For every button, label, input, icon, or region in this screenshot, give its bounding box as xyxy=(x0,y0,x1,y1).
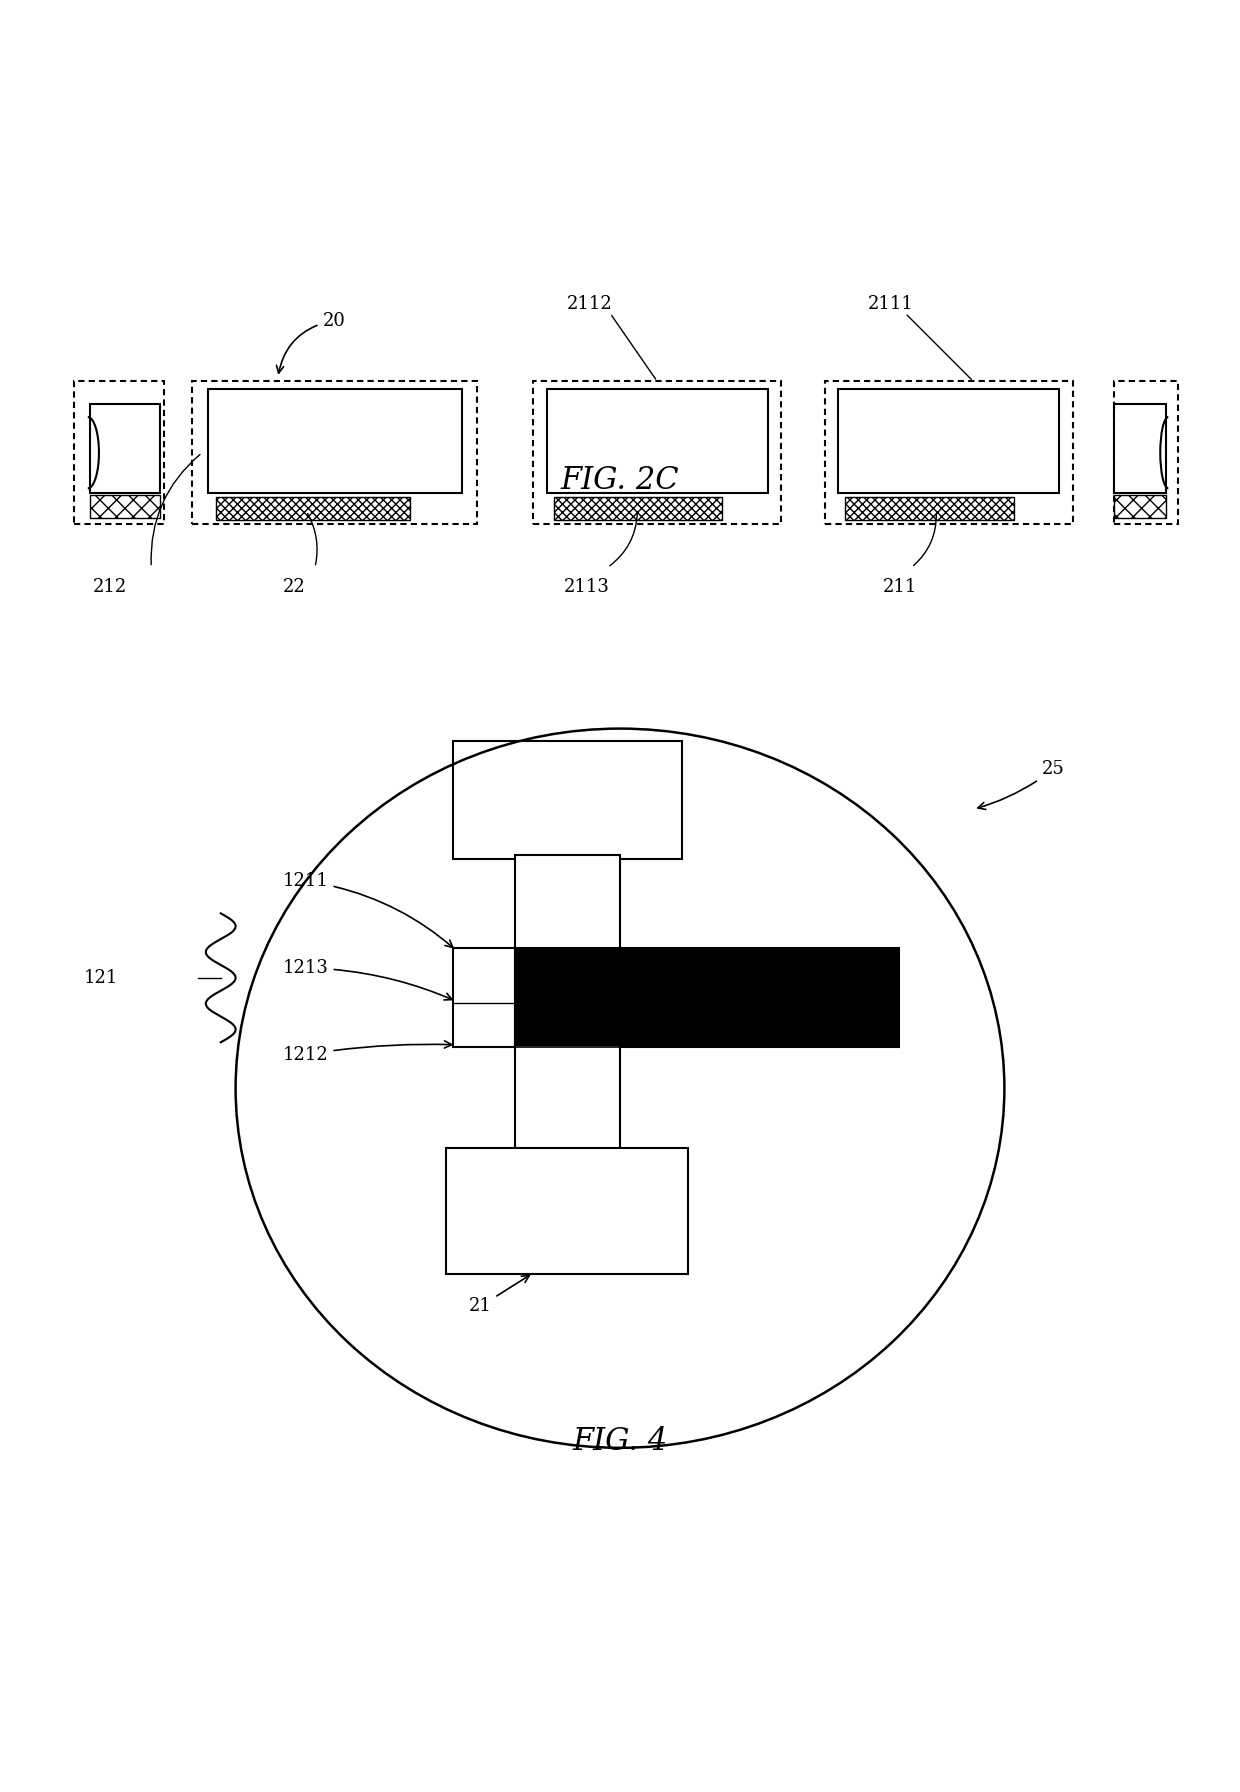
Text: 1212: 1212 xyxy=(283,1041,451,1064)
Bar xyxy=(192,382,477,523)
Bar xyxy=(553,496,722,520)
Bar xyxy=(91,495,160,518)
Text: 2111: 2111 xyxy=(868,296,914,314)
Text: 1213: 1213 xyxy=(283,959,453,1000)
Bar xyxy=(547,389,768,493)
Bar xyxy=(453,742,682,858)
Text: 25: 25 xyxy=(978,760,1064,810)
Text: 212: 212 xyxy=(93,579,128,597)
Text: 2113: 2113 xyxy=(564,579,610,597)
Bar xyxy=(216,496,409,520)
Text: FIG. 4: FIG. 4 xyxy=(573,1426,667,1457)
Bar xyxy=(208,389,461,493)
Text: 2112: 2112 xyxy=(567,296,613,314)
Bar xyxy=(446,1147,688,1274)
Text: FIG. 2C: FIG. 2C xyxy=(560,466,680,496)
Text: 20: 20 xyxy=(277,312,345,373)
Text: 1211: 1211 xyxy=(283,873,453,948)
Bar xyxy=(1114,382,1178,523)
Bar xyxy=(825,382,1073,523)
Text: 121: 121 xyxy=(83,969,118,987)
Bar xyxy=(846,496,1013,520)
Bar xyxy=(1114,495,1167,518)
Bar xyxy=(453,948,515,1047)
Bar xyxy=(515,1045,620,1150)
Bar xyxy=(838,389,1059,493)
Text: 21: 21 xyxy=(469,1276,529,1315)
Bar xyxy=(74,382,164,523)
Bar xyxy=(533,382,781,523)
Bar xyxy=(515,948,899,1047)
Bar xyxy=(91,405,160,493)
Text: 22: 22 xyxy=(283,579,305,597)
Bar xyxy=(515,855,620,952)
Text: 211: 211 xyxy=(883,579,918,597)
Bar xyxy=(1114,405,1167,493)
Ellipse shape xyxy=(236,729,1004,1448)
